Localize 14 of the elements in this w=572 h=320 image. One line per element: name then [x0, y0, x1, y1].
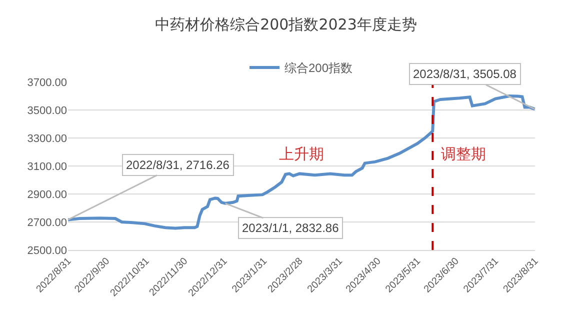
y-tick-label: 2900.00	[27, 188, 67, 201]
y-tick-label: 2700.00	[27, 216, 67, 229]
legend-label: 综合200指数	[284, 61, 353, 76]
chart-title: 中药材价格综合200指数2023年度走势	[155, 16, 417, 34]
annotation: 2022/8/31, 2716.26	[126, 158, 230, 172]
y-tick-label: 2500.00	[27, 244, 67, 257]
y-tick-label: 3300.00	[27, 132, 67, 145]
annotation: 2023/8/31, 3505.08	[413, 67, 517, 81]
y-tick-label: 3700.00	[27, 76, 67, 89]
y-tick-label: 3500.00	[27, 104, 67, 117]
annotation: 调整期	[441, 145, 486, 163]
y-tick-label: 3100.00	[27, 160, 67, 173]
annotation: 上升期	[279, 145, 324, 163]
annotation: 2023/1/1, 2832.86	[242, 221, 340, 235]
